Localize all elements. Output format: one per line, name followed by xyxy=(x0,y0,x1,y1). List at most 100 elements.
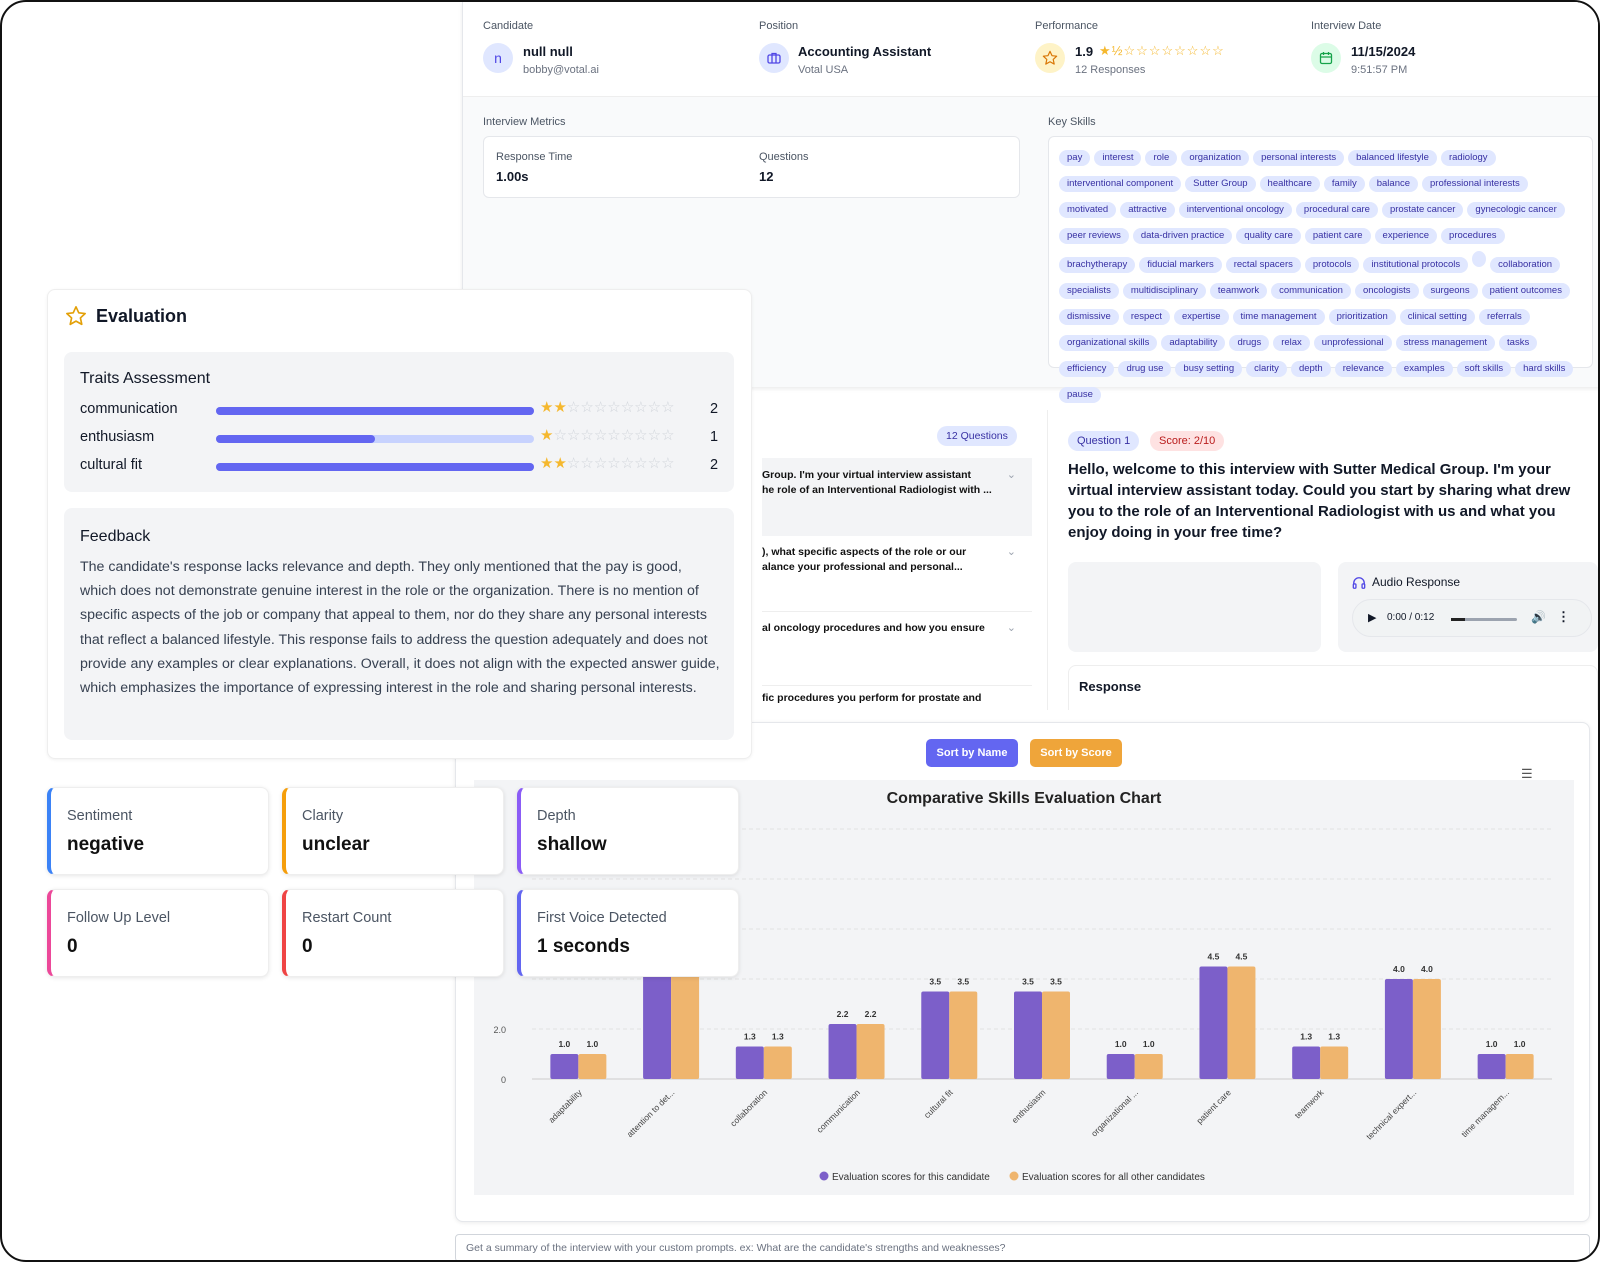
skill-tag: tasks xyxy=(1499,334,1538,351)
rating-star-icon: ★ xyxy=(1099,43,1112,58)
x-tick-label: teamwork xyxy=(1292,1087,1326,1121)
skill-tag: organizational skills xyxy=(1059,334,1158,351)
custom-prompt-input[interactable]: Get a summary of the interview with your… xyxy=(455,1234,1590,1260)
trait-progress-bar xyxy=(216,463,534,471)
bar-value-label: 3.5 xyxy=(929,977,941,987)
audio-seek-bar[interactable] xyxy=(1451,618,1517,621)
rating-star-icon: ☆ xyxy=(580,427,594,444)
list-item-selected[interactable]: Group. I'm your virtual interview assist… xyxy=(762,458,1032,536)
bar-value-label: 1.3 xyxy=(772,1032,784,1042)
skill-tag: Sutter Group xyxy=(1185,176,1256,192)
skill-tag: balance xyxy=(1368,176,1419,192)
audio-response-card: Audio Response ▶ 0:00 / 0:12 🔊 ⋮ xyxy=(1338,562,1598,652)
star-outline-icon xyxy=(65,305,87,332)
rating-star-icon: ☆ xyxy=(647,455,662,472)
question-detail-panel: Question 1 Score: 2/10 Hello, welcome to… xyxy=(1047,410,1598,710)
bar-value-label: 1.0 xyxy=(1115,1039,1127,1049)
star-icon xyxy=(1035,43,1065,73)
skill-tag: procedures xyxy=(1441,228,1505,244)
audio-response-label: Audio Response xyxy=(1372,575,1461,589)
questions-count-badge: 12 Questions xyxy=(937,426,1017,446)
skill-tag: relevance xyxy=(1334,360,1392,377)
skill-tag: personal interests xyxy=(1253,150,1345,166)
rating-star-icon: ☆ xyxy=(580,399,594,416)
bar-candidate xyxy=(1384,979,1413,1079)
rating-star-icon: ☆ xyxy=(620,455,635,472)
bar-value-label: 1.0 xyxy=(558,1039,570,1049)
skill-tag: gynecologic cancer xyxy=(1467,202,1565,218)
skill-tag: time management xyxy=(1232,308,1325,325)
skill-tag: interest xyxy=(1094,150,1142,166)
skill-tag: unprofessional xyxy=(1313,334,1392,351)
bar-value-label: 2.2 xyxy=(837,1009,849,1019)
skill-tag: brachytherapy xyxy=(1059,256,1136,273)
response-time-value: 1.00s xyxy=(496,169,529,184)
rating-star-icon: ☆ xyxy=(647,427,662,444)
rating-star-icon: ☆ xyxy=(580,455,594,472)
metric-card-title: Depth xyxy=(537,808,576,824)
bar-value-label: 4.5 xyxy=(1208,952,1220,962)
response-time-label: Response Time xyxy=(496,151,573,163)
bar-candidate xyxy=(735,1046,764,1079)
skill-tag: data-driven practice xyxy=(1132,228,1233,244)
play-icon[interactable]: ▶ xyxy=(1368,612,1377,624)
list-item[interactable]: fic procedures you perform for prostate … xyxy=(762,686,1032,710)
chevron-down-icon[interactable]: ⌄ xyxy=(1006,622,1016,634)
chevron-down-icon[interactable]: ⌄ xyxy=(1006,546,1016,558)
y-tick-label: 2.0 xyxy=(493,1025,506,1035)
volume-icon[interactable]: 🔊 xyxy=(1531,610,1546,624)
x-tick-label: organizational ... xyxy=(1089,1087,1140,1138)
rating-star-icon: ★ xyxy=(540,399,554,416)
rating-star-icon: ☆ xyxy=(661,399,675,416)
skill-tag: expertise xyxy=(1173,308,1229,325)
audio-player[interactable]: ▶ 0:00 / 0:12 🔊 ⋮ xyxy=(1352,599,1592,637)
metric-card-restart-count: Restart Count 0 xyxy=(282,889,504,977)
metric-card-value: shallow xyxy=(537,834,607,855)
metric-card-sentiment: Sentiment negative xyxy=(47,787,269,875)
skill-tag: respect xyxy=(1122,308,1170,325)
x-tick-label: communication xyxy=(814,1087,862,1135)
evaluation-title: Evaluation xyxy=(96,306,188,326)
rating-star-icon: ½ xyxy=(1111,43,1124,58)
metric-card-value: negative xyxy=(67,834,145,855)
rating-star-icon: ★ xyxy=(553,455,567,472)
bar-candidate xyxy=(1199,966,1228,1079)
trait-progress-bar xyxy=(216,435,534,443)
briefcase-icon xyxy=(759,43,789,73)
legend-label: Evaluation scores for all other candidat… xyxy=(1022,1172,1205,1183)
bar-value-label: 1.3 xyxy=(744,1032,756,1042)
skill-tag: pause xyxy=(1059,386,1101,403)
sort-by-name-button[interactable]: Sort by Name xyxy=(926,739,1018,767)
position-label: Position xyxy=(759,20,799,32)
more-options-icon[interactable]: ⋮ xyxy=(1557,609,1570,624)
skill-tag: professional interests xyxy=(1422,176,1528,192)
list-item[interactable]: al oncology procedures and how you ensur… xyxy=(762,612,1032,686)
interview-metrics-title: Interview Metrics xyxy=(483,116,566,128)
chart-menu-icon[interactable]: ☰ xyxy=(1521,766,1533,781)
bar-value-label: 1.0 xyxy=(1486,1039,1498,1049)
legend-marker xyxy=(1009,1171,1019,1181)
metric-card-value: unclear xyxy=(302,834,370,855)
list-item[interactable]: ), what specific aspects of the role or … xyxy=(762,536,1032,612)
performance-label: Performance xyxy=(1035,20,1098,32)
bar-others xyxy=(671,966,700,1079)
bar-others xyxy=(1505,1054,1534,1079)
skill-tag: rectal spacers xyxy=(1225,256,1301,273)
feedback-text: The candidate's response lacks relevance… xyxy=(80,559,720,697)
skill-tag: organization xyxy=(1181,150,1250,166)
skill-tag: collaboration xyxy=(1490,256,1561,273)
bar-candidate xyxy=(1477,1054,1506,1079)
x-tick-label: enthusiasm xyxy=(1010,1087,1048,1125)
performance-stars: ★½☆☆☆☆☆☆☆☆ xyxy=(1099,43,1225,59)
skill-tag: interventional component xyxy=(1059,176,1182,192)
skill-tag: adaptability xyxy=(1161,334,1226,351)
metric-card-value: 0 xyxy=(302,936,313,957)
x-tick-label: collaboration xyxy=(728,1087,769,1128)
bar-value-label: 1.3 xyxy=(1328,1032,1340,1042)
chevron-down-icon[interactable]: ⌄ xyxy=(1006,469,1016,481)
performance-responses: 12 Responses xyxy=(1075,64,1146,76)
sort-by-score-button[interactable]: Sort by Score xyxy=(1030,739,1122,767)
rating-star-icon: ☆ xyxy=(1174,43,1187,58)
skill-tag: family xyxy=(1323,176,1365,192)
